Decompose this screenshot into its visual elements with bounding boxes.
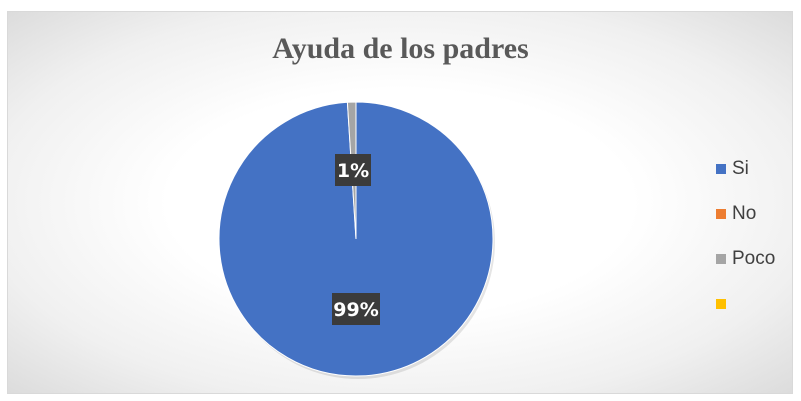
legend-item-blank xyxy=(716,293,796,315)
data-label-si: 99% xyxy=(332,293,380,325)
data-label-poco: 1% xyxy=(335,154,371,186)
data-label-box xyxy=(335,154,371,186)
chart-title: Ayuda de los padres xyxy=(272,32,529,65)
legend-swatch xyxy=(716,299,726,309)
data-label-text: 99% xyxy=(333,299,378,321)
legend-item-poco: Poco xyxy=(716,248,796,270)
data-label-text: 1% xyxy=(337,160,369,182)
legend-label: Si xyxy=(732,158,749,179)
data-label-box xyxy=(332,293,380,325)
legend-label: No xyxy=(732,203,757,224)
legend-swatch xyxy=(716,209,726,219)
legend-swatch xyxy=(716,164,726,174)
legend-item-no: No xyxy=(716,203,796,225)
legend-item-si: Si xyxy=(716,158,796,180)
legend-label: Poco xyxy=(732,248,776,269)
legend-swatch xyxy=(716,254,726,264)
